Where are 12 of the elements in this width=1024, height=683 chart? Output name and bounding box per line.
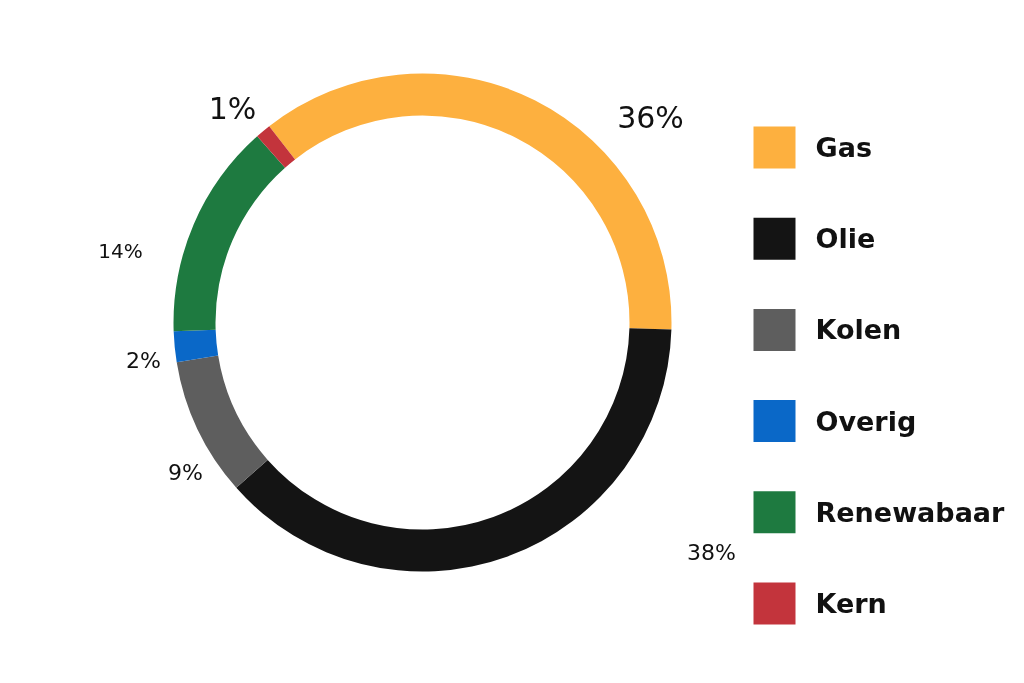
legend-label: Renewabaar xyxy=(815,496,1006,528)
legend-label: Kolen xyxy=(815,314,902,346)
legend-label: Olie xyxy=(815,223,876,255)
data-label: 2% xyxy=(126,348,161,373)
legend-label: Kern xyxy=(815,588,887,619)
data-label: 36% xyxy=(617,100,684,135)
legend-label: Overig xyxy=(815,405,917,437)
data-label: 38% xyxy=(687,540,736,565)
data-label: 1% xyxy=(208,91,257,126)
legend-label: Gas xyxy=(815,132,872,163)
data-label: 14% xyxy=(98,238,143,263)
data-label: 9% xyxy=(168,460,203,485)
